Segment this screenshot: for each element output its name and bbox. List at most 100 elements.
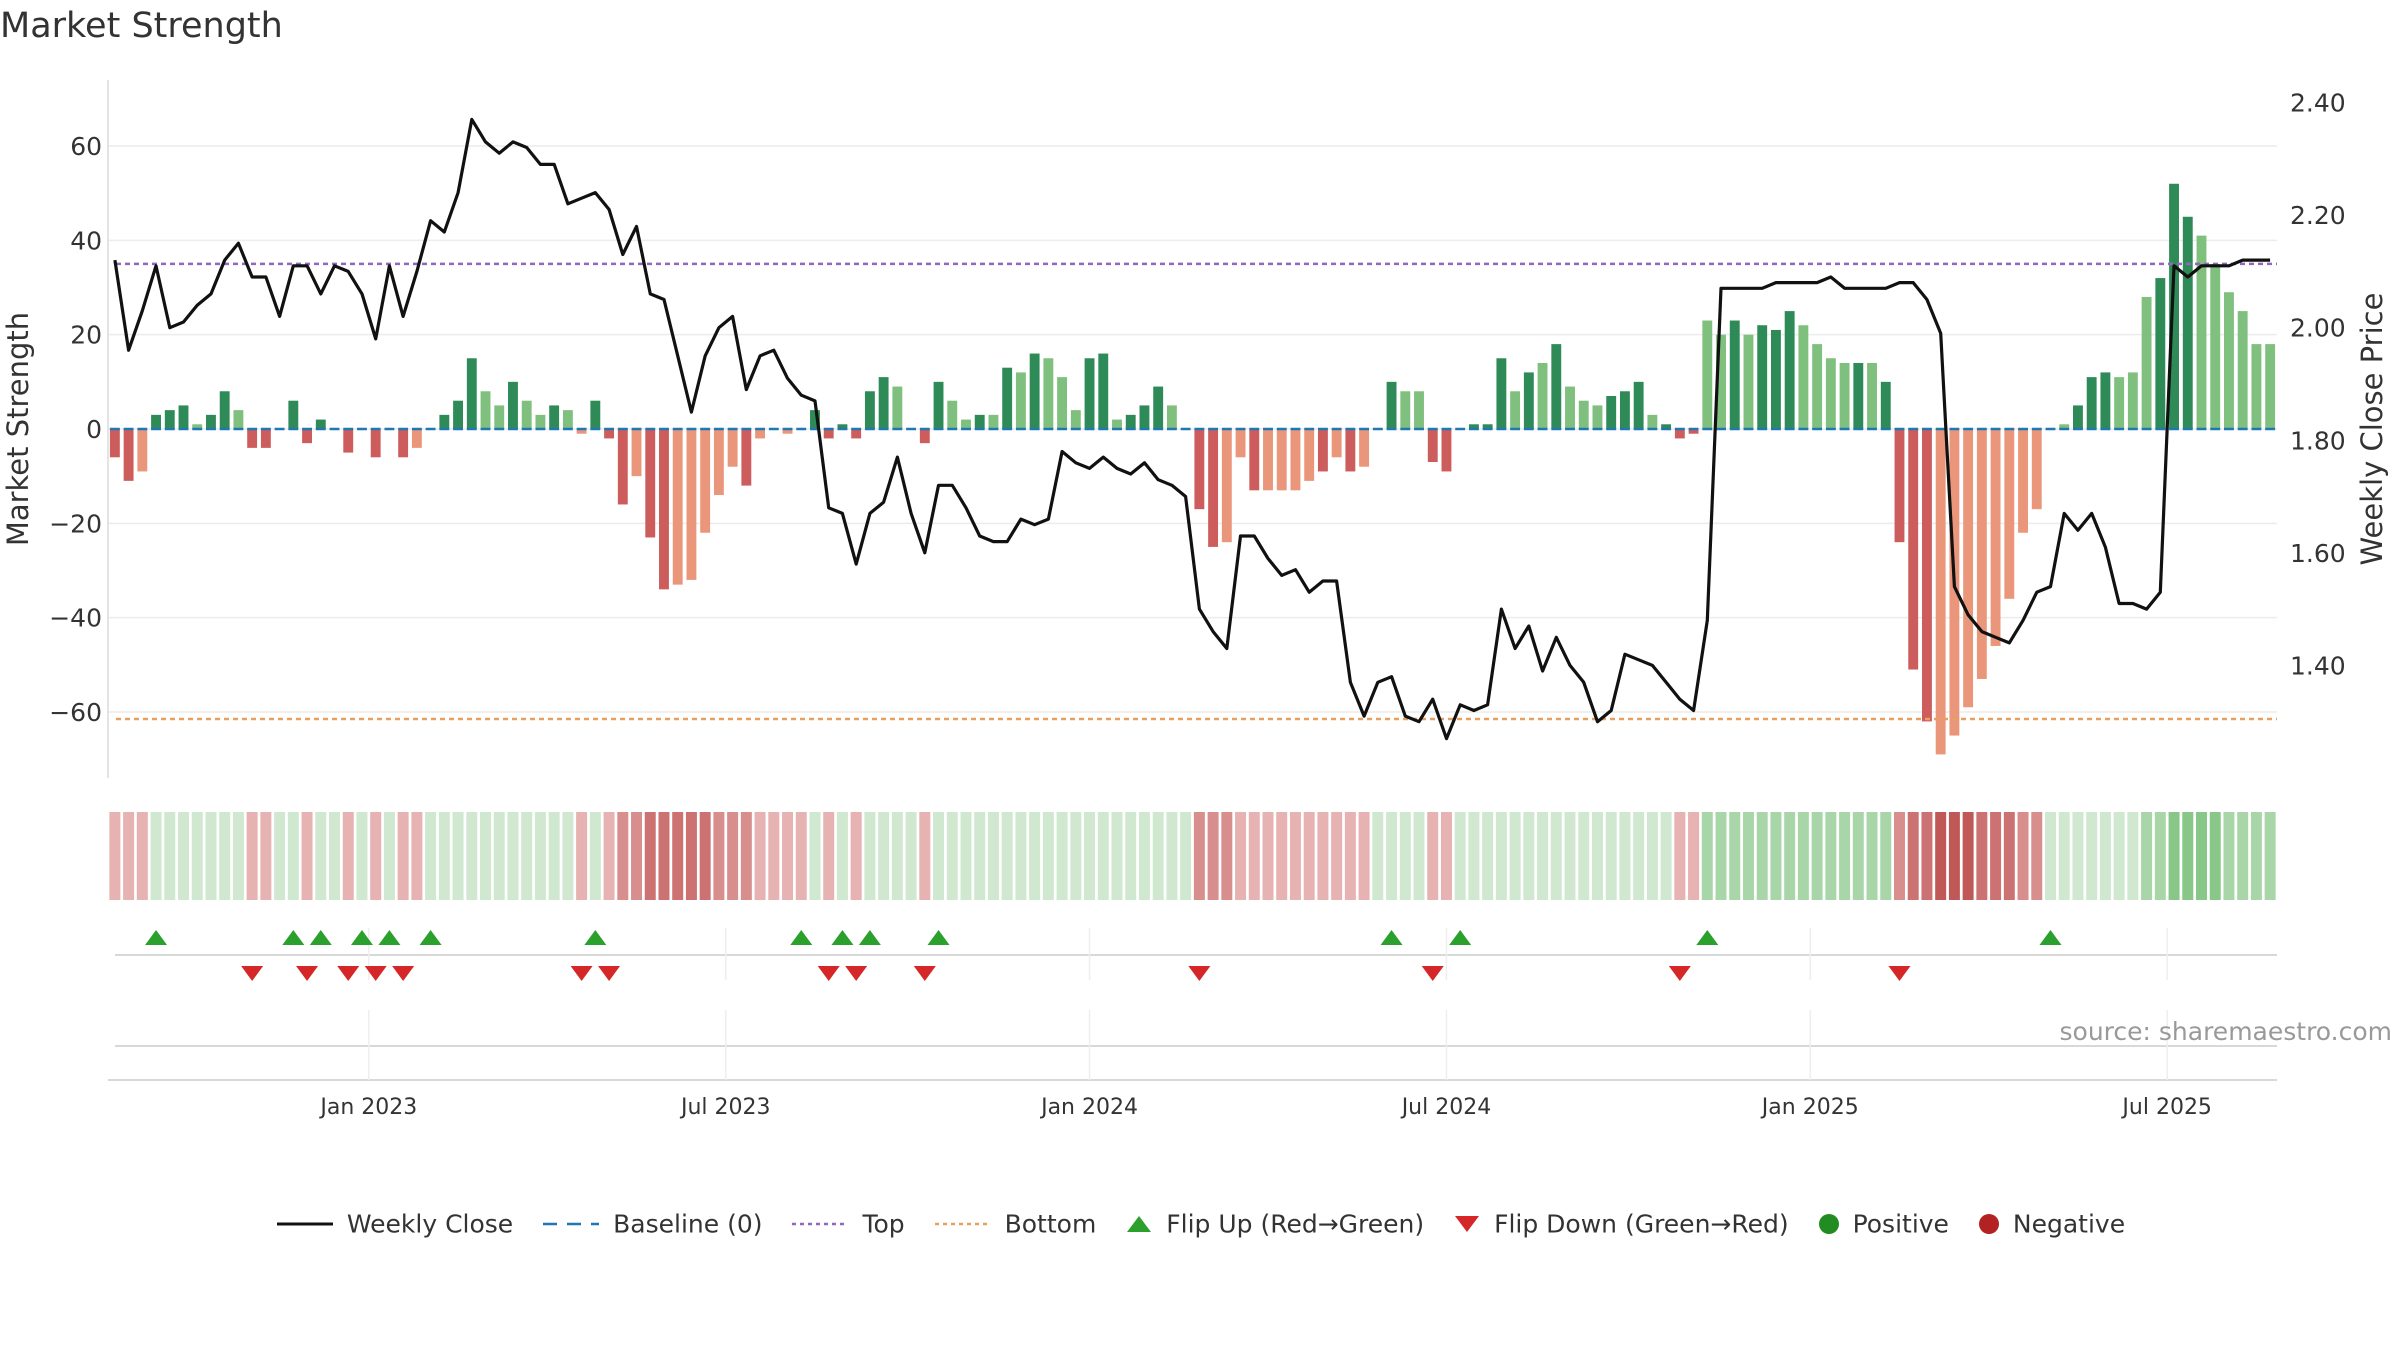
- strength-bar: [1633, 381, 1644, 429]
- strength-bar: [2018, 429, 2028, 533]
- strength-bar: [1496, 358, 1507, 429]
- band-cell: [507, 812, 519, 900]
- strength-bar: [1619, 391, 1630, 429]
- band-cell: [1893, 812, 1905, 900]
- band-cell: [1180, 812, 1192, 900]
- y-tick-label: 20: [70, 321, 102, 350]
- band-cell: [1358, 812, 1370, 900]
- band-cell: [823, 812, 835, 900]
- strength-bar: [823, 429, 834, 439]
- strength-bar: [123, 429, 134, 481]
- band-cell: [2264, 812, 2276, 900]
- strength-bar: [466, 358, 477, 429]
- band-cell: [521, 812, 533, 900]
- band-cell: [246, 812, 258, 900]
- legend-label: Weekly Close: [346, 1209, 514, 1239]
- legend-label: Negative: [2012, 1209, 2126, 1239]
- band-cell: [2099, 812, 2111, 900]
- flip-up-marker: [350, 930, 373, 945]
- y-tick-label: 40: [70, 226, 102, 255]
- strength-bar: [2237, 311, 2248, 429]
- strength-bar: [2114, 377, 2125, 429]
- band-cell: [1935, 812, 1947, 900]
- band-cell: [1578, 812, 1590, 900]
- band-cell: [1056, 812, 1068, 900]
- y2-tick-label: 2.00: [2290, 314, 2346, 343]
- band-cell: [1001, 812, 1013, 900]
- flip-up-marker: [831, 930, 854, 945]
- band-cell: [2141, 812, 2153, 900]
- strength-bar: [1839, 362, 1850, 429]
- strength-bar: [2073, 405, 2083, 429]
- band-cell: [164, 812, 176, 900]
- band-cell: [658, 812, 670, 900]
- strength-bar: [1317, 429, 1328, 472]
- band-cell: [1537, 812, 1549, 900]
- strength-bar: [686, 429, 697, 580]
- strength-bar: [1729, 320, 1740, 429]
- legend-item-flip-up[interactable]: Flip Up (Red→Green): [1124, 1208, 1424, 1238]
- strength-bar: [1990, 429, 2001, 646]
- strength-bar: [1935, 429, 1946, 755]
- strength-bar: [109, 429, 120, 458]
- circle-icon: [1978, 1213, 1999, 1234]
- circle-icon: [1818, 1213, 1839, 1234]
- strength-bar: [2031, 429, 2042, 510]
- band-cell: [1509, 812, 1521, 900]
- y2-tick-label: 2.40: [2290, 89, 2346, 118]
- band-cell: [1591, 812, 1603, 900]
- flip-up-marker: [1696, 930, 1719, 945]
- x-tick-label: Jan 2023: [318, 1095, 417, 1120]
- strength-bar: [1427, 429, 1438, 463]
- strength-bar: [1098, 353, 1109, 429]
- band-cell: [1427, 812, 1439, 900]
- legend-item-bottom[interactable]: Bottom: [933, 1208, 1096, 1238]
- band-cell: [809, 812, 821, 900]
- y-tick-label: 60: [70, 132, 102, 161]
- x-tick-label: Jul 2024: [1400, 1095, 1492, 1120]
- flip-up-marker: [282, 930, 305, 945]
- legend-item-baseline[interactable]: Baseline (0): [541, 1208, 763, 1239]
- triangle-down-icon: [1455, 1215, 1480, 1232]
- legend-item-flip-down[interactable]: Flip Down (Green→Red): [1452, 1208, 1789, 1238]
- strength-bar: [206, 414, 216, 429]
- legend-item-positive[interactable]: Positive: [1817, 1208, 1949, 1238]
- band-cell: [1152, 812, 1164, 900]
- band-cell: [562, 812, 574, 900]
- legend-label: Baseline (0): [613, 1209, 763, 1239]
- strength-bar: [1276, 429, 1287, 491]
- legend-item-weekly-close[interactable]: Weekly Close: [275, 1208, 514, 1239]
- band-cell: [2209, 812, 2221, 900]
- legend-item-negative[interactable]: Negative: [1977, 1208, 2126, 1239]
- strength-bar: [590, 400, 601, 429]
- legend-item-top[interactable]: Top: [790, 1208, 905, 1238]
- band-cell: [795, 812, 807, 900]
- x-tick-label: Jul 2025: [2120, 1095, 2212, 1120]
- strength-bar: [1153, 386, 1164, 429]
- band-cell: [1825, 812, 1837, 900]
- band-cell: [1921, 812, 1933, 900]
- strength-bar: [508, 381, 518, 429]
- flip-down-marker: [598, 966, 621, 981]
- strength-bar: [2100, 372, 2111, 429]
- strength-bar: [494, 405, 505, 429]
- strength-bar: [659, 429, 669, 590]
- strength-bar: [1084, 358, 1095, 429]
- strength-bar: [1743, 334, 1754, 429]
- strength-bar: [1359, 429, 1370, 467]
- strength-bar: [1716, 334, 1726, 429]
- y-tick-label: −60: [49, 698, 102, 727]
- band-cell: [1756, 812, 1768, 900]
- strength-bar: [810, 410, 820, 429]
- strength-bar: [288, 400, 299, 429]
- band-cell: [2154, 812, 2166, 900]
- line-dashed-icon: [543, 1222, 600, 1225]
- band-cell: [946, 812, 958, 900]
- band-cell: [1276, 812, 1288, 900]
- y2-tick-label: 1.60: [2290, 539, 2346, 568]
- band-cell: [1701, 812, 1713, 900]
- strength-bar: [521, 400, 532, 429]
- strength-bar: [1523, 372, 1534, 429]
- x-tick-label: Jan 2025: [1760, 1095, 1859, 1120]
- strength-bar: [2196, 235, 2207, 429]
